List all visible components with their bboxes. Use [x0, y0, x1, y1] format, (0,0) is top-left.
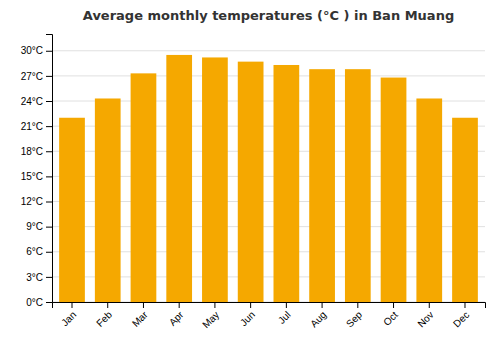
- x-tick-label: Apr: [167, 309, 186, 328]
- grid-line: [52, 50, 485, 51]
- bar: [131, 73, 157, 302]
- x-tick-label: Dec: [451, 309, 471, 329]
- x-tick: May: [200, 302, 221, 330]
- x-tick: Sep: [344, 302, 365, 329]
- x-tick-mark: [429, 302, 430, 308]
- x-tick: Aug: [308, 302, 328, 329]
- y-tick-mark: [46, 101, 52, 102]
- y-tick-label: 30°C: [21, 45, 43, 56]
- y-tick-mark: [46, 252, 52, 253]
- x-tick-mark: [214, 302, 215, 308]
- x-tick-label: Sep: [344, 309, 365, 330]
- y-tick-label: 18°C: [21, 146, 43, 157]
- bar: [202, 57, 228, 302]
- x-tick-label: May: [200, 309, 221, 330]
- x-tick-mark: [357, 302, 358, 308]
- y-tick: 18°C: [21, 146, 52, 157]
- y-tick-mark: [46, 126, 52, 127]
- y-tick-label: 6°C: [26, 246, 43, 257]
- x-axis-line: [53, 303, 486, 309]
- x-tick-mark: [179, 302, 180, 308]
- grid-line: [52, 75, 485, 76]
- x-tick-label: Jun: [238, 309, 257, 328]
- y-tick-label: 15°C: [21, 171, 43, 182]
- x-tick-mark: [250, 302, 251, 308]
- y-tick: 12°C: [21, 196, 52, 207]
- y-tick-mark: [46, 151, 52, 152]
- x-tick-mark: [286, 302, 287, 308]
- x-axis: Jan Feb Mar Apr May Jun Jul Aug Sep Oct Nov Dec: [53, 302, 486, 330]
- x-tick: Mar: [130, 302, 150, 329]
- y-tick-label: 12°C: [21, 196, 43, 207]
- bar: [345, 69, 371, 302]
- y-tick: 27°C: [21, 71, 52, 82]
- x-tick-label: Nov: [415, 309, 435, 329]
- bar: [452, 118, 478, 302]
- bar: [166, 55, 192, 302]
- y-tick: 3°C: [26, 272, 52, 283]
- bar: [309, 69, 335, 302]
- x-tick: Oct: [381, 302, 400, 328]
- y-tick: 24°C: [21, 96, 52, 107]
- y-tick-mark: [46, 202, 52, 203]
- x-tick-label: Oct: [381, 309, 400, 328]
- y-tick: 30°C: [21, 45, 52, 56]
- y-tick: 21°C: [21, 121, 52, 132]
- x-tick-label: Aug: [308, 309, 328, 329]
- x-tick-label: Jan: [59, 309, 78, 328]
- x-tick: Feb: [94, 302, 114, 329]
- y-tick-mark: [46, 277, 52, 278]
- y-tick-mark: [46, 176, 52, 177]
- y-tick-label: 27°C: [21, 71, 43, 82]
- y-tick-label: 21°C: [21, 121, 43, 132]
- title: Average monthly temperatures (°C ) in Ba…: [83, 8, 454, 23]
- y-tick: 9°C: [26, 221, 52, 232]
- bar: [95, 98, 121, 302]
- x-tick-mark: [322, 302, 323, 308]
- y-tick-label: 24°C: [21, 96, 43, 107]
- x-tick: Apr: [167, 302, 186, 328]
- y-axis: 0°C 3°C 6°C 9°C 12°C 15°C 18°C 21°C 24°C 27°C 30°C: [21, 35, 53, 308]
- x-tick: Jun: [238, 302, 257, 328]
- y-tick-mark: [46, 51, 52, 52]
- plot: 0°C 3°C 6°C 9°C 12°C 15°C 18°C 21°C 24°C 27°C 30°C…: [21, 35, 486, 331]
- y-tick-mark: [46, 76, 52, 77]
- y-tick: 0°C: [26, 297, 52, 308]
- bars: [59, 55, 478, 302]
- x-tick-mark: [72, 302, 73, 308]
- x-tick-label: Mar: [130, 309, 150, 329]
- bar: [59, 118, 85, 302]
- bar: [381, 78, 407, 302]
- y-tick-label: 9°C: [26, 221, 43, 232]
- x-tick-mark: [393, 302, 394, 308]
- bar: [238, 62, 264, 302]
- x-tick-mark: [464, 302, 465, 308]
- grid: [52, 51, 485, 302]
- x-tick-label: Jul: [276, 309, 293, 326]
- x-tick: Jul: [276, 302, 293, 326]
- y-tick-mark: [46, 302, 52, 303]
- y-tick: 15°C: [21, 171, 52, 182]
- x-tick: Dec: [451, 302, 471, 329]
- x-tick: Jan: [59, 302, 78, 328]
- x-tick: Nov: [415, 302, 435, 329]
- x-tick-mark: [143, 302, 144, 308]
- y-axis-line: [46, 35, 53, 303]
- bar: [274, 65, 300, 302]
- y-tick: 6°C: [26, 246, 52, 257]
- y-tick-label: 0°C: [26, 297, 43, 308]
- chart: 0°C 3°C 6°C 9°C 12°C 15°C 18°C 21°C 24°C 27°C 30°C…: [0, 0, 500, 350]
- y-tick-label: 3°C: [26, 272, 43, 283]
- y-tick-mark: [46, 227, 52, 228]
- x-tick-label: Feb: [94, 309, 114, 329]
- bar: [416, 98, 442, 302]
- x-tick-mark: [107, 302, 108, 308]
